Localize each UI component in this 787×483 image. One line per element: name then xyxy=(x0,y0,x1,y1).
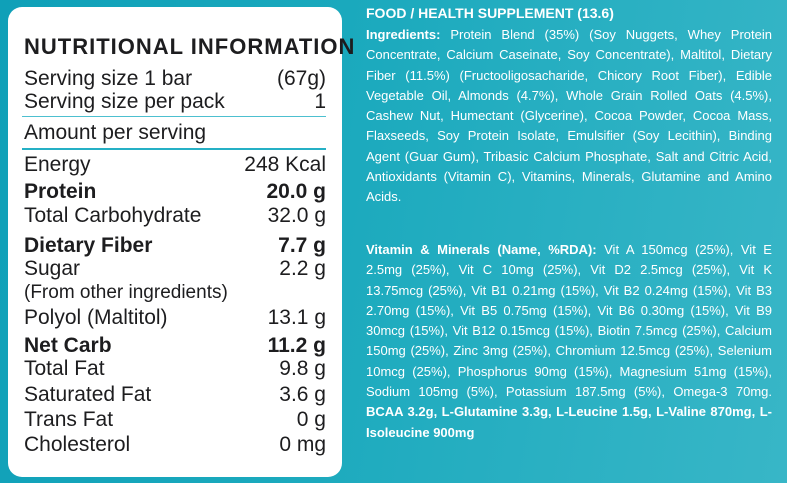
row-label: Protein xyxy=(24,180,97,203)
nutrition-row-polyol: Polyol (Maltitol) 13.1 g xyxy=(24,305,326,329)
nutrition-row-energy: Energy 248 Kcal xyxy=(24,152,326,176)
separator xyxy=(22,148,326,150)
supplement-heading: FOOD / HEALTH SUPPLEMENT (13.6) xyxy=(366,5,614,21)
row-label: Trans Fat xyxy=(24,408,114,431)
row-label: Energy xyxy=(24,153,91,176)
nutrition-row-serving-size: Serving size 1 bar (67g) xyxy=(24,66,326,90)
ingredients-block: Ingredients: Protein Blend (35%) (Soy Nu… xyxy=(366,25,772,208)
ingredients-text: Protein Blend (35%) (Soy Nuggets, Whey P… xyxy=(366,27,772,205)
amino-acids-text: BCAA 3.2g, L-Glutamine 3.3g, L-Leucine 1… xyxy=(366,404,772,440)
separator xyxy=(22,116,326,117)
nutrition-row-total-carbohydrate: Total Carbohydrate 32.0 g xyxy=(24,203,326,227)
row-value: 11.2 g xyxy=(267,334,326,357)
row-label: Dietary Fiber xyxy=(24,234,153,257)
row-value: 13.1 g xyxy=(267,306,326,329)
vitamins-block: Vitamin & Minerals (Name, %RDA): Vit A 1… xyxy=(366,240,772,443)
nutrition-row-cholesterol: Cholesterol 0 mg xyxy=(24,432,326,456)
row-label: Saturated Fat xyxy=(24,383,152,406)
row-label: (From other ingredients) xyxy=(24,282,228,303)
nutrition-row-protein: Protein 20.0 g xyxy=(24,179,326,203)
row-label: Sugar xyxy=(24,257,81,280)
nutrition-title: NUTRITIONAL INFORMATION xyxy=(24,34,356,59)
vitamins-label: Vitamin & Minerals (Name, %RDA): xyxy=(366,242,597,257)
row-label: Cholesterol xyxy=(24,433,131,456)
nutrition-row-servings-per-pack: Serving size per pack 1 xyxy=(24,89,326,113)
row-label: Serving size per pack xyxy=(24,90,225,113)
row-value: 0 mg xyxy=(279,433,326,456)
vitamins-text: Vit A 150mcg (25%), Vit E 2.5mg (25%), V… xyxy=(366,242,772,400)
nutrition-row-net-carb: Net Carb 11.2 g xyxy=(24,333,326,357)
row-label: Amount per serving xyxy=(24,121,207,144)
nutrition-panel xyxy=(8,7,342,477)
row-value: 248 Kcal xyxy=(244,153,326,176)
row-value: 0 g xyxy=(296,408,326,431)
nutrition-row-trans-fat: Trans Fat 0 g xyxy=(24,407,326,431)
ingredients-label: Ingredients: xyxy=(366,27,441,42)
row-value: 32.0 g xyxy=(267,204,326,227)
row-label: Polyol (Maltitol) xyxy=(24,306,168,329)
nutrition-row-sugar-note: (From other ingredients) xyxy=(24,280,326,304)
row-value: 1 xyxy=(314,90,326,113)
row-value: 20.0 g xyxy=(266,180,326,203)
row-label: Total Fat xyxy=(24,357,105,380)
row-value: 7.7 g xyxy=(278,234,326,257)
row-label: Total Carbohydrate xyxy=(24,204,202,227)
nutrition-row-total-fat: Total Fat 9.8 g xyxy=(24,356,326,380)
nutrition-row-amount-per-serving: Amount per serving xyxy=(24,120,326,144)
row-label: Serving size 1 bar xyxy=(24,67,193,90)
row-value: 9.8 g xyxy=(279,357,326,380)
nutrition-row-dietary-fiber: Dietary Fiber 7.7 g xyxy=(24,233,326,257)
nutrition-row-saturated-fat: Saturated Fat 3.6 g xyxy=(24,382,326,406)
row-value: (67g) xyxy=(276,67,326,90)
row-value: 3.6 g xyxy=(279,383,326,406)
row-label: Net Carb xyxy=(24,334,112,357)
row-value: 2.2 g xyxy=(279,257,326,280)
nutrition-row-sugar: Sugar 2.2 g xyxy=(24,256,326,280)
